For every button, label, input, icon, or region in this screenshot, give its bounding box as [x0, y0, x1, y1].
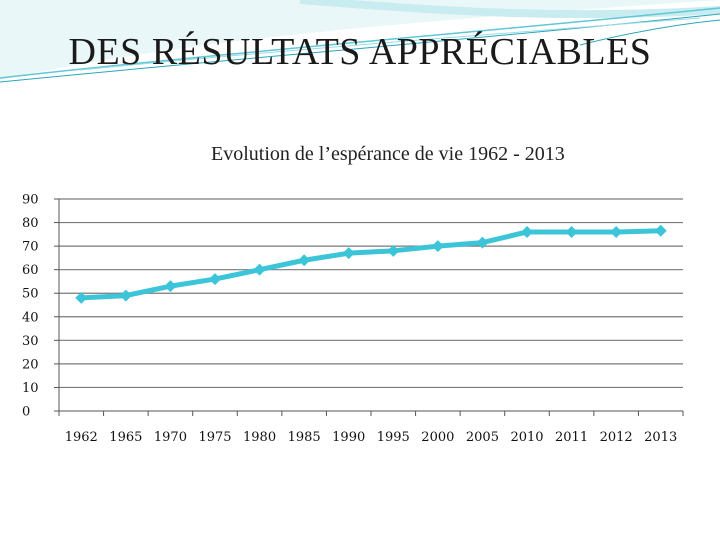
x-tick-label: 2012 [600, 430, 633, 445]
series-line [81, 228, 661, 301]
y-tick-label: 50 [22, 287, 39, 302]
data-point [75, 291, 88, 304]
y-tick-label: 80 [22, 216, 39, 231]
data-point [610, 225, 623, 238]
data-point [565, 225, 578, 238]
y-tick-label: 10 [22, 381, 39, 396]
data-point [521, 225, 533, 238]
x-tick-label: 1970 [154, 430, 187, 445]
x-axis-ticks: 1962 1965 1970 1975 1980 1985 1990 1995 2000 2005… [65, 430, 678, 445]
axes [54, 198, 684, 416]
x-tick-label: 1965 [109, 430, 142, 445]
y-tick-label: 60 [22, 263, 39, 278]
x-tick-label: 2005 [466, 430, 499, 445]
gridlines [59, 198, 683, 389]
data-point [209, 273, 221, 286]
header-decoration [0, 0, 720, 83]
data-point [387, 244, 400, 257]
data-point [654, 224, 667, 237]
series-group [75, 224, 667, 304]
data-point [476, 236, 489, 249]
data-point [119, 289, 132, 302]
y-axis-ticks: 0 10 20 30 40 50 60 70 80 90 [22, 193, 39, 420]
chart-title: Evolution de l’espérance de vie 1962 - 2… [211, 143, 565, 165]
life-expectancy-line-chart: 0 10 20 30 40 50 60 70 80 90 1962 1965 1970 1975 1980… [22, 193, 684, 445]
y-tick-label: 90 [22, 193, 39, 208]
y-tick-label: 20 [22, 357, 39, 372]
y-tick-label: 70 [22, 240, 39, 255]
x-tick-label: 1980 [243, 430, 276, 445]
data-point [164, 280, 177, 293]
x-tick-label: 1975 [198, 430, 231, 445]
data-point [253, 263, 266, 276]
y-tick-label: 40 [22, 310, 39, 325]
x-tick-label: 2013 [644, 430, 677, 445]
x-tick-label: 2010 [510, 430, 543, 445]
data-point [431, 240, 444, 253]
y-tick-label: 0 [22, 405, 30, 420]
x-tick-label: 1962 [65, 430, 98, 445]
data-point [342, 247, 355, 260]
x-tick-label: 2000 [421, 430, 454, 445]
x-tick-label: 1985 [288, 430, 321, 445]
x-tick-label: 1990 [332, 430, 365, 445]
x-tick-label: 1995 [377, 430, 410, 445]
y-tick-label: 30 [22, 334, 39, 349]
data-point [298, 254, 311, 267]
slide-title: DES RÉSULTATS APPRÉCIABLES [68, 31, 652, 73]
x-tick-label: 2011 [555, 430, 588, 445]
